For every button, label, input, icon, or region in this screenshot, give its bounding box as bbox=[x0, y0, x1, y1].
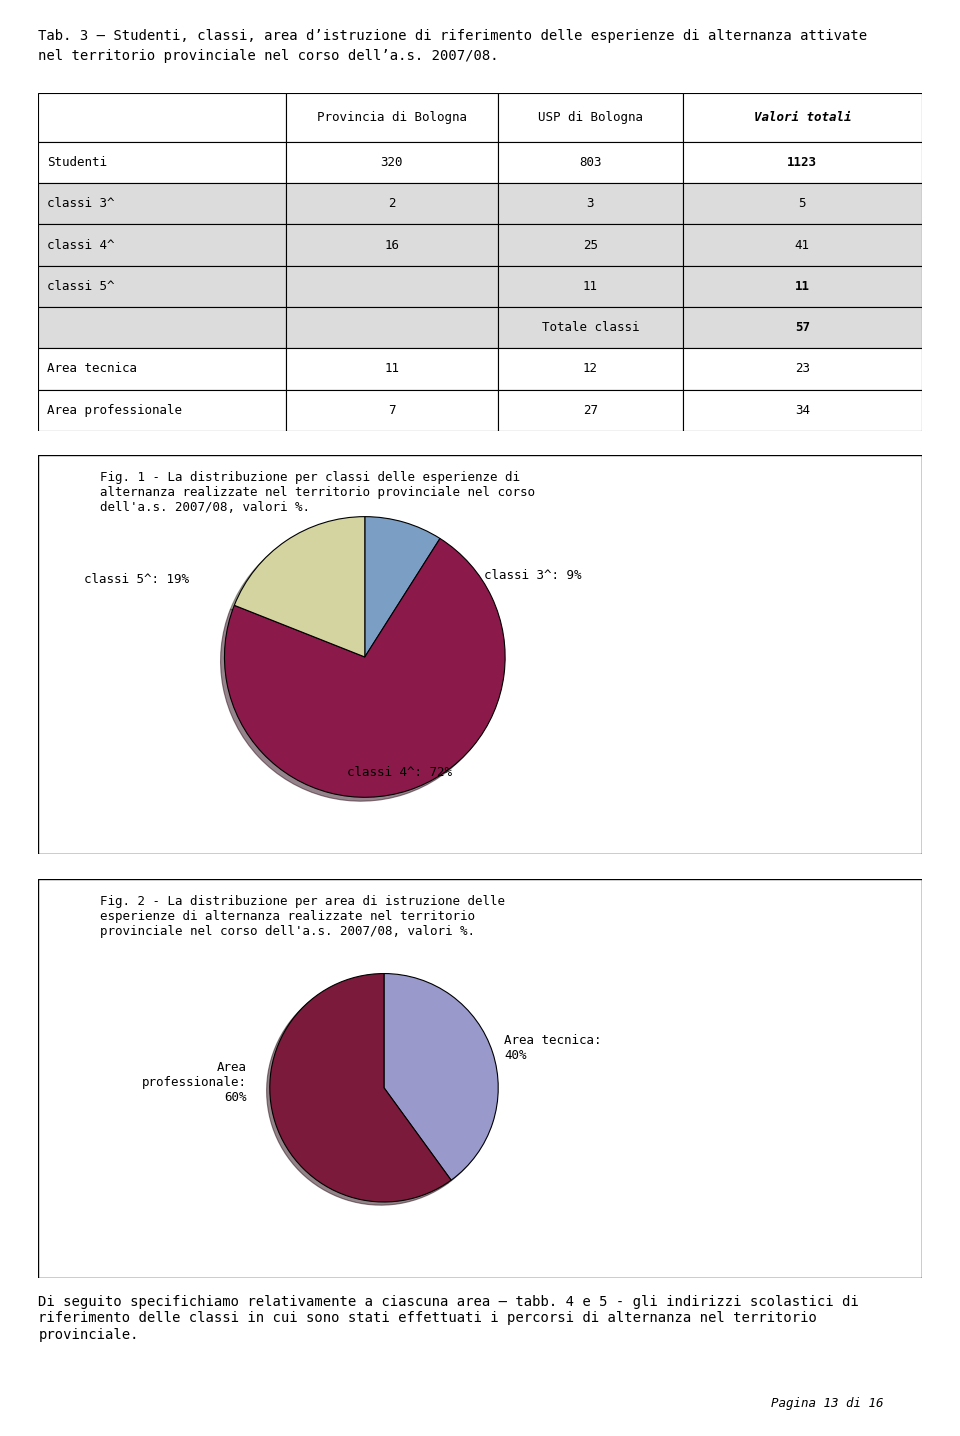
Bar bbox=[684, 142, 922, 184]
Bar bbox=[497, 349, 684, 389]
Bar bbox=[497, 184, 684, 224]
Text: 57: 57 bbox=[795, 322, 810, 335]
Bar bbox=[286, 184, 497, 224]
Text: Tab. 3 – Studenti, classi, area d’istruzione di riferimento delle esperienze di : Tab. 3 – Studenti, classi, area d’istruz… bbox=[38, 29, 868, 43]
Text: Fig. 2 - La distribuzione per area di istruzione delle
esperienze di alternanza : Fig. 2 - La distribuzione per area di is… bbox=[100, 895, 505, 938]
Bar bbox=[38, 224, 286, 266]
Bar bbox=[38, 307, 286, 349]
Text: Area tecnica: Area tecnica bbox=[47, 362, 137, 375]
Text: 11: 11 bbox=[384, 362, 399, 375]
Text: 25: 25 bbox=[583, 238, 598, 251]
Bar bbox=[684, 266, 922, 307]
Text: 34: 34 bbox=[795, 404, 810, 416]
Wedge shape bbox=[225, 538, 505, 797]
Text: Provincia di Bologna: Provincia di Bologna bbox=[317, 111, 467, 123]
Bar bbox=[497, 266, 684, 307]
Bar bbox=[286, 224, 497, 266]
Bar bbox=[497, 142, 684, 184]
Text: classi 5^: classi 5^ bbox=[47, 280, 115, 293]
Text: Totale classi: Totale classi bbox=[541, 322, 639, 335]
Bar bbox=[286, 307, 497, 349]
Bar bbox=[38, 93, 286, 142]
Wedge shape bbox=[234, 517, 365, 658]
Bar bbox=[684, 307, 922, 349]
Text: Studenti: Studenti bbox=[47, 157, 108, 169]
Bar bbox=[684, 224, 922, 266]
Text: classi 4^: classi 4^ bbox=[47, 238, 115, 251]
Bar bbox=[38, 266, 286, 307]
Bar bbox=[497, 307, 684, 349]
Wedge shape bbox=[365, 517, 440, 658]
Bar bbox=[684, 389, 922, 431]
Text: Fig. 1 - La distribuzione per classi delle esperienze di
alternanza realizzate n: Fig. 1 - La distribuzione per classi del… bbox=[100, 471, 536, 514]
Bar bbox=[286, 266, 497, 307]
Text: 1123: 1123 bbox=[787, 157, 817, 169]
Bar bbox=[684, 93, 922, 142]
Text: 11: 11 bbox=[583, 280, 598, 293]
Text: Pagina 13 di 16: Pagina 13 di 16 bbox=[771, 1397, 883, 1410]
Text: Area
professionale:
60%: Area professionale: 60% bbox=[142, 1061, 247, 1103]
Text: nel territorio provinciale nel corso dell’a.s. 2007/08.: nel territorio provinciale nel corso del… bbox=[38, 49, 499, 63]
Text: 27: 27 bbox=[583, 404, 598, 416]
Wedge shape bbox=[384, 974, 498, 1180]
Bar bbox=[38, 349, 286, 389]
Bar bbox=[497, 93, 684, 142]
Wedge shape bbox=[270, 974, 451, 1202]
Bar bbox=[684, 349, 922, 389]
Bar bbox=[38, 184, 286, 224]
Text: 5: 5 bbox=[799, 197, 806, 210]
Bar bbox=[286, 349, 497, 389]
Bar bbox=[684, 184, 922, 224]
Text: Area tecnica:
40%: Area tecnica: 40% bbox=[504, 1034, 601, 1061]
Text: classi 3^: classi 3^ bbox=[47, 197, 115, 210]
Text: 3: 3 bbox=[587, 197, 594, 210]
Text: Area professionale: Area professionale bbox=[47, 404, 182, 416]
Text: 12: 12 bbox=[583, 362, 598, 375]
Text: 41: 41 bbox=[795, 238, 810, 251]
Text: 7: 7 bbox=[388, 404, 396, 416]
Text: 11: 11 bbox=[795, 280, 810, 293]
Text: 2: 2 bbox=[388, 197, 396, 210]
Bar bbox=[286, 93, 497, 142]
Bar bbox=[38, 142, 286, 184]
Text: Di seguito specifichiamo relativamente a ciascuna area – tabb. 4 e 5 - gli indir: Di seguito specifichiamo relativamente a… bbox=[38, 1295, 859, 1341]
Text: 16: 16 bbox=[384, 238, 399, 251]
Bar bbox=[286, 142, 497, 184]
Text: 803: 803 bbox=[579, 157, 602, 169]
Text: USP di Bologna: USP di Bologna bbox=[538, 111, 643, 123]
Bar bbox=[38, 389, 286, 431]
Text: Valori totali: Valori totali bbox=[754, 111, 852, 123]
Bar bbox=[286, 389, 497, 431]
Text: classi 3^: 9%: classi 3^: 9% bbox=[484, 569, 582, 582]
Text: 23: 23 bbox=[795, 362, 810, 375]
Bar bbox=[497, 224, 684, 266]
Text: 320: 320 bbox=[380, 157, 403, 169]
Text: classi 4^: 72%: classi 4^: 72% bbox=[348, 765, 452, 778]
Bar bbox=[497, 389, 684, 431]
Text: classi 5^: 19%: classi 5^: 19% bbox=[84, 573, 189, 586]
